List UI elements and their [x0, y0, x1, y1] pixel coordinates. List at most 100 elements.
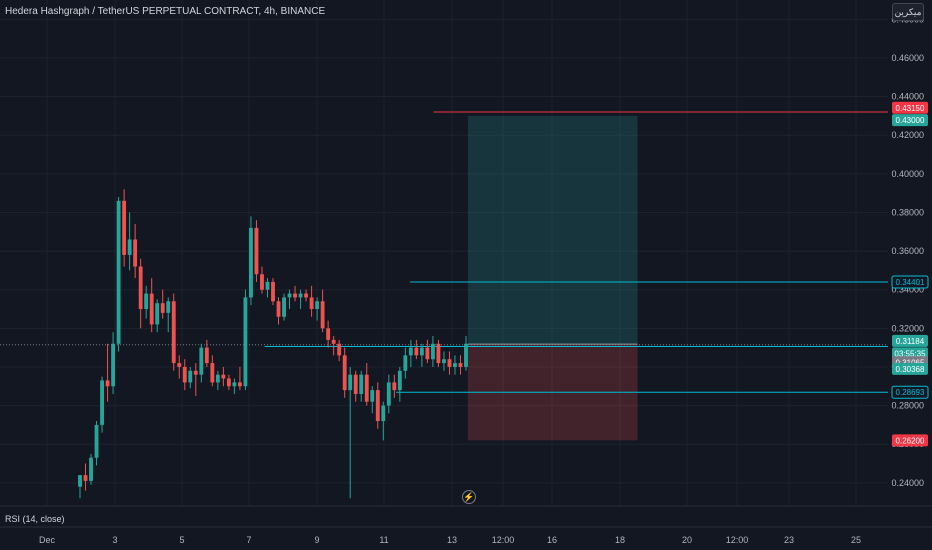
time-tick-label: 11	[379, 535, 388, 545]
candle-body	[122, 200, 127, 255]
candle-body	[353, 374, 358, 394]
candle-body	[265, 281, 270, 290]
candle-body	[149, 293, 154, 325]
candle-body	[337, 343, 342, 356]
lightning-icon[interactable]: ⚡	[462, 490, 476, 504]
time-tick-label: 13	[447, 535, 457, 545]
candle-body	[320, 301, 325, 329]
candle-body	[458, 363, 463, 367]
candle-body	[144, 293, 149, 310]
candle-body	[414, 347, 419, 356]
price-tick-label: 0.36000	[891, 246, 924, 256]
time-tick-label: 25	[851, 535, 861, 545]
time-tick-label: 23	[784, 535, 794, 545]
price-label-current-bg	[892, 334, 928, 347]
candle-body	[83, 475, 88, 481]
candle-body	[442, 359, 446, 364]
candle-body	[425, 347, 430, 360]
candle-body	[188, 370, 193, 383]
candle-body	[94, 424, 99, 458]
candle-body	[342, 355, 347, 391]
price-tick-label: 0.38000	[891, 207, 924, 217]
candle-body	[359, 374, 364, 394]
price-tick-label: 0.28000	[891, 401, 924, 411]
candle-body	[215, 374, 220, 383]
candle-body	[397, 370, 402, 391]
candle-body	[111, 343, 116, 387]
candle-body	[89, 457, 93, 481]
time-tick-label: 12:00	[492, 535, 515, 545]
price-label-red-line-bg	[892, 101, 928, 114]
candle-body	[271, 281, 275, 302]
candle-body	[381, 405, 386, 422]
candle-body	[326, 328, 331, 340]
price-label-entry-bg	[892, 362, 928, 375]
price-label-red-line: 0.43150	[896, 104, 925, 113]
time-tick-label: Dec	[39, 535, 56, 545]
candle-body	[78, 475, 82, 487]
candle-body	[293, 293, 297, 298]
candle-body	[127, 239, 132, 255]
candle-body	[133, 239, 138, 267]
price-tick-label: 0.34000	[891, 285, 924, 295]
price-label-cyan-top: 0.34401	[896, 278, 925, 287]
candle-body	[100, 380, 104, 425]
candle-body	[403, 355, 408, 371]
candle-body	[232, 382, 237, 387]
price-label-stop-bg	[892, 434, 928, 447]
candle-body	[287, 293, 292, 298]
candle-body	[237, 382, 242, 387]
price-label-target: 0.43000	[896, 116, 925, 125]
logo-badge[interactable]: میکرین	[892, 3, 924, 21]
price-tick-label: 0.24000	[891, 478, 924, 488]
candle-body	[419, 347, 424, 356]
candle-body	[199, 347, 204, 375]
profit-zone	[467, 115, 638, 345]
price-tick-label: 0.42000	[891, 130, 924, 140]
candle-body	[160, 303, 165, 313]
candle-body	[193, 370, 198, 375]
countdown-label: 03:55:35	[894, 349, 926, 358]
time-tick-label: 9	[314, 535, 319, 545]
candle-body	[171, 301, 176, 364]
rsi-indicator-label[interactable]: RSI (14, close)	[5, 514, 65, 524]
price-label-current: 0.31184	[896, 337, 925, 346]
candle-body	[375, 390, 380, 422]
candle-body	[221, 374, 226, 379]
price-tick-label: 0.40000	[891, 169, 924, 179]
candle-body	[348, 374, 353, 391]
price-label-cyan-top-border	[891, 275, 929, 289]
symbol-title: Hedera Hashgraph / TetherUS PERPETUAL CO…	[5, 6, 326, 17]
candle-body	[182, 366, 187, 383]
candle-body	[260, 274, 264, 290]
price-label-cyan-bottom: 0.28693	[896, 388, 925, 397]
candle-body	[331, 339, 336, 344]
candle-body	[138, 266, 143, 310]
candle-body	[298, 293, 303, 298]
candle-body	[105, 380, 110, 387]
time-tick-label: 7	[246, 535, 251, 545]
candle-body	[386, 382, 391, 406]
time-tick-label: 12:00	[726, 535, 749, 545]
candle-body	[204, 347, 209, 364]
time-tick-label: 18	[615, 535, 625, 545]
price-label-cyan-bottom-border	[891, 385, 929, 399]
candle-body	[166, 301, 171, 313]
candle-body	[447, 359, 452, 367]
time-tick-label: 16	[547, 535, 557, 545]
candle-body	[116, 200, 121, 344]
candle-body	[304, 293, 309, 298]
candle-body	[249, 227, 253, 298]
candle-body	[177, 363, 182, 367]
candle-body	[226, 378, 231, 387]
candle-body	[392, 382, 397, 391]
price-label-cyan-mid: 0.31065	[896, 358, 925, 367]
price-tick-label: 0.44000	[891, 92, 924, 102]
candle-body	[254, 227, 259, 275]
time-tick-label: 3	[112, 535, 117, 545]
time-tick-label: 20	[682, 535, 692, 545]
candle-body	[282, 297, 286, 317]
candle-body	[436, 343, 441, 364]
price-label-stop: 0.26200	[896, 436, 925, 445]
